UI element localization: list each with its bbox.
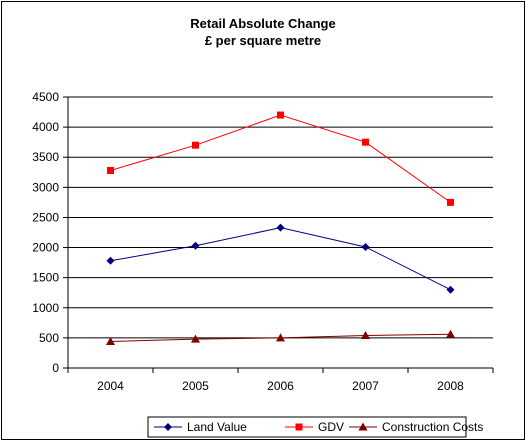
data-point-construction-costs <box>191 334 200 343</box>
series-layer <box>106 111 455 346</box>
data-point-gdv <box>107 166 114 174</box>
y-tick-label: 3000 <box>32 180 59 194</box>
data-point-land-value <box>276 223 285 232</box>
x-tick-label: 2008 <box>437 379 464 393</box>
legend-marker-land-value <box>164 423 172 431</box>
data-point-land-value <box>446 285 455 294</box>
data-point-gdv <box>362 138 369 146</box>
data-point-land-value <box>361 242 370 251</box>
data-point-construction-costs <box>446 329 455 338</box>
y-tick-label: 3500 <box>32 150 59 164</box>
chart-subtitle: £ per square metre <box>204 33 322 48</box>
y-tick-label: 4500 <box>32 90 59 104</box>
data-point-construction-costs <box>106 337 115 346</box>
data-point-gdv <box>447 198 454 206</box>
y-tick-label: 2000 <box>32 241 59 255</box>
chart-title: Retail Absolute Change <box>190 16 336 31</box>
data-point-land-value <box>106 256 115 265</box>
y-tick-label: 4000 <box>32 120 59 134</box>
legend-marker-construction-costs <box>358 422 368 431</box>
legend-label-land-value: Land Value <box>187 420 247 434</box>
data-point-construction-costs <box>361 330 370 339</box>
data-point-gdv <box>277 111 284 119</box>
data-point-gdv <box>192 141 199 149</box>
y-tick-label: 1000 <box>32 301 59 315</box>
x-tick-label: 2005 <box>182 379 209 393</box>
y-tick-label: 500 <box>39 331 59 345</box>
gridlines <box>68 96 493 339</box>
legend-label-gdv: GDV <box>318 420 344 434</box>
legend: Land Value GDV Construction Costs <box>147 416 483 438</box>
series-line-land-value <box>110 227 451 291</box>
axes: 0 500 1000 1500 2000 2500 3000 3500 4000 4500 2004… <box>32 90 494 393</box>
legend-marker-gdv <box>295 423 303 431</box>
x-tick-label: 2006 <box>267 379 294 393</box>
data-point-land-value <box>191 241 200 250</box>
x-tick-label: 2004 <box>97 379 124 393</box>
series-line-gdv <box>110 114 451 203</box>
y-tick-label: 0 <box>52 361 59 375</box>
legend-label-construction-costs: Construction Costs <box>382 420 483 434</box>
y-tick-label: 2500 <box>32 210 59 224</box>
data-point-construction-costs <box>276 333 285 342</box>
x-tick-label: 2007 <box>352 379 379 393</box>
y-tick-label: 1500 <box>32 271 59 285</box>
